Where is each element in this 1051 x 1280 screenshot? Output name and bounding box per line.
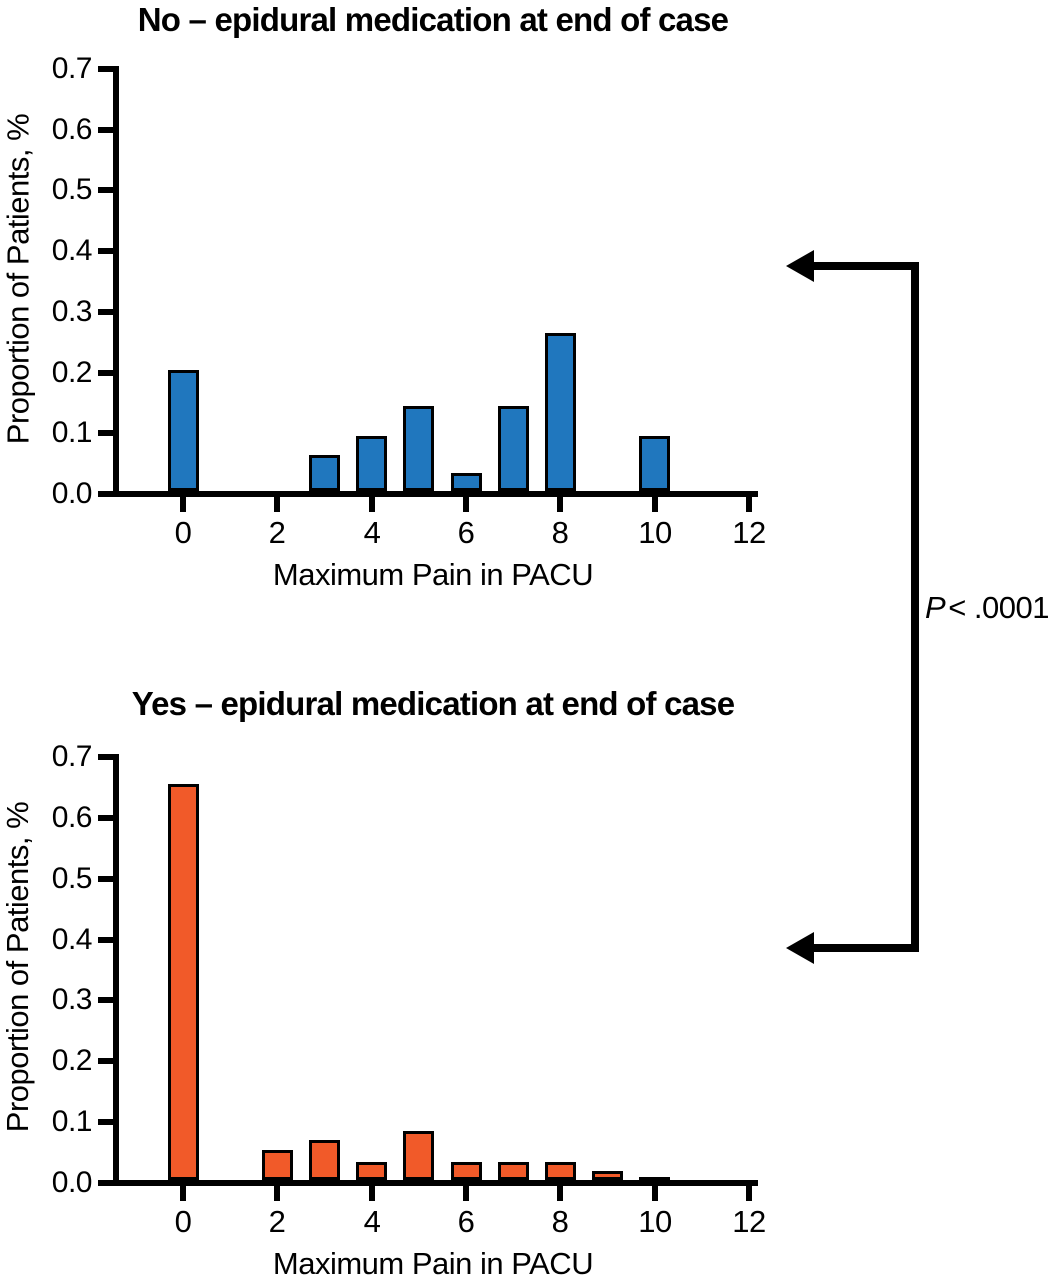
y-axis-tick <box>98 309 113 315</box>
chart-no-x-axis-label: Maximum Pain in PACU <box>272 557 594 592</box>
p-value-symbol: P <box>925 590 946 625</box>
bar <box>403 406 434 491</box>
y-axis-tick <box>98 248 113 254</box>
y-axis-tick <box>98 430 113 436</box>
bar <box>545 1162 576 1180</box>
y-axis-tick <box>98 187 113 193</box>
x-tick-label: 6 <box>457 515 475 550</box>
chart-yes-title: Yes – epidural medication at end of case <box>131 685 735 722</box>
bar <box>309 1140 340 1180</box>
y-tick-label: 0.1 <box>51 416 93 449</box>
bar <box>262 1150 293 1180</box>
y-tick-label: 0.3 <box>51 983 93 1016</box>
x-axis-line <box>113 1180 759 1186</box>
arrow-top-segment <box>810 262 919 270</box>
x-axis-tick <box>274 497 280 512</box>
x-axis-tick <box>746 1186 752 1201</box>
x-tick-label: 2 <box>268 515 286 550</box>
bar <box>168 784 199 1180</box>
x-axis-tick <box>274 1186 280 1201</box>
x-tick-label: 4 <box>363 1204 381 1239</box>
x-tick-label: 2 <box>268 1204 286 1239</box>
x-axis-line <box>113 491 759 497</box>
x-tick-label: 0 <box>174 515 192 550</box>
bar <box>168 370 199 491</box>
bar <box>403 1131 434 1180</box>
x-axis-tick <box>369 1186 375 1201</box>
bar <box>356 1162 387 1180</box>
y-axis-tick <box>98 66 113 72</box>
p-value-text: < .0001 <box>948 590 1049 625</box>
y-axis-tick <box>98 1180 113 1186</box>
bar <box>545 333 576 491</box>
y-tick-label: 0.0 <box>51 1166 93 1199</box>
p-value-label: P< .0001 <box>925 590 1049 626</box>
x-tick-label: 0 <box>174 1204 192 1239</box>
x-axis-tick <box>180 1186 186 1201</box>
arrow-head-top-icon <box>786 250 814 282</box>
y-axis-tick <box>98 491 113 497</box>
bar <box>356 436 387 491</box>
y-axis-tick <box>98 370 113 376</box>
x-axis-tick <box>557 1186 563 1201</box>
y-axis-tick <box>98 754 113 760</box>
y-axis-tick <box>98 1119 113 1125</box>
x-tick-label: 12 <box>732 515 766 550</box>
arrow-head-bottom-icon <box>786 932 814 964</box>
bar <box>498 406 529 491</box>
bar <box>309 455 340 491</box>
arrow-bottom-segment <box>810 944 919 952</box>
x-axis-tick <box>652 1186 658 1201</box>
y-axis-line <box>113 66 119 497</box>
y-axis-line <box>113 754 119 1186</box>
x-tick-label: 4 <box>363 515 381 550</box>
x-axis-tick <box>746 497 752 512</box>
x-tick-label: 10 <box>638 515 672 550</box>
y-axis-tick <box>98 876 113 882</box>
x-tick-label: 10 <box>638 1204 672 1239</box>
y-axis-tick <box>98 937 113 943</box>
bar <box>498 1162 529 1180</box>
y-tick-label: 0.4 <box>51 234 93 267</box>
y-axis-tick <box>98 127 113 133</box>
bar <box>451 473 482 491</box>
y-tick-label: 0.3 <box>51 295 93 328</box>
chart-no-title: No – epidural medication at end of case <box>137 1 729 38</box>
x-axis-tick <box>369 497 375 512</box>
y-axis-tick <box>98 815 113 821</box>
y-tick-label: 0.5 <box>51 862 93 895</box>
x-axis-tick <box>180 497 186 512</box>
y-axis-tick <box>98 997 113 1003</box>
bar <box>639 436 670 491</box>
x-axis-tick <box>652 497 658 512</box>
arrow-vertical-line <box>911 262 919 952</box>
x-axis-tick <box>557 497 563 512</box>
chart-no-y-axis-label: Proportion of Patients, % <box>0 113 35 444</box>
x-axis-tick <box>463 1186 469 1201</box>
x-tick-label: 8 <box>551 1204 569 1239</box>
y-tick-label: 0.2 <box>51 356 93 389</box>
y-tick-label: 0.5 <box>51 173 93 206</box>
x-tick-label: 6 <box>457 1204 475 1239</box>
x-tick-label: 8 <box>551 515 569 550</box>
y-tick-label: 0.4 <box>51 923 93 956</box>
chart-yes-y-axis-label: Proportion of Patients, % <box>0 801 35 1133</box>
y-tick-label: 0.7 <box>51 52 93 85</box>
y-tick-label: 0.0 <box>51 477 93 510</box>
chart-yes-x-axis-label: Maximum Pain in PACU <box>272 1246 594 1280</box>
bar <box>592 1171 623 1180</box>
y-tick-label: 0.6 <box>51 801 93 834</box>
y-tick-label: 0.2 <box>51 1044 93 1077</box>
y-axis-tick <box>98 1058 113 1064</box>
y-tick-label: 0.6 <box>51 113 93 146</box>
x-axis-tick <box>463 497 469 512</box>
y-tick-label: 0.1 <box>51 1105 93 1138</box>
bar <box>451 1162 482 1180</box>
y-tick-label: 0.7 <box>51 740 93 773</box>
x-tick-label: 12 <box>732 1204 766 1239</box>
